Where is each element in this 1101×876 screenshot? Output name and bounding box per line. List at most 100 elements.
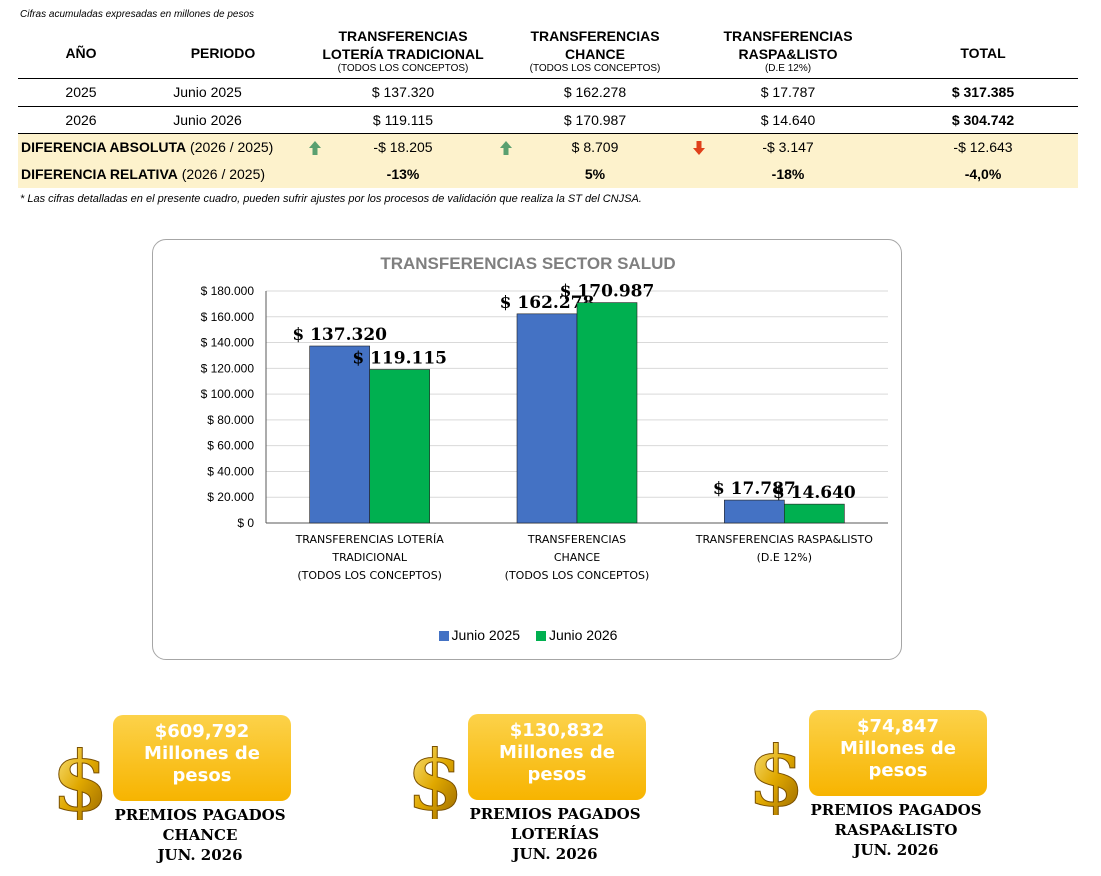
dollar-sign-icon: $ <box>747 735 805 815</box>
prize-amount: $130,832 <box>509 720 605 741</box>
header-chance-line2: CHANCE <box>565 46 625 62</box>
prize-label-line3: JUN. 2026 <box>853 841 939 859</box>
rel-diff-row: DIFERENCIA RELATIVA (2026 / 2025) -13% 5… <box>18 161 1078 188</box>
y-tick-label: $ 140.000 <box>201 336 255 350</box>
arrow-down-icon <box>693 141 705 155</box>
bar <box>784 503 845 524</box>
prize-unit-line1: Millones de <box>840 738 956 759</box>
legend-item: Junio 2025 <box>438 627 521 643</box>
rel-diff-raspa: -18% <box>771 166 805 182</box>
prize-amount-box: $74,847 Millones de pesos <box>809 710 987 796</box>
data-label: $ 14.640 <box>773 483 856 503</box>
header-raspa-line1: TRANSFERENCIAS <box>723 28 853 44</box>
bar-chart: $ 0 $ 20.000 $ 40.000 $ 60.000 $ 80.000 $ 100… <box>201 282 888 582</box>
x-tick-label: CHANCE <box>554 551 600 564</box>
abs-diff-row: DIFERENCIA ABSOLUTA (2026 / 2025) -$ 18.… <box>18 134 1078 161</box>
rel-diff-label-range: (2026 / 2025) <box>181 166 266 182</box>
x-tick-label: TRADICIONAL <box>331 551 407 564</box>
row-loteria: $ 137.320 <box>371 84 435 100</box>
prize-amount: $74,847 <box>857 716 939 737</box>
prize-amount: $609,792 <box>154 721 250 742</box>
row-total: $ 304.742 <box>951 112 1015 128</box>
table-row: 2025 Junio 2025 $ 137.320 $ 162.278 $ 17… <box>18 79 1078 106</box>
row-raspa: $ 14.640 <box>760 112 816 128</box>
header-loteria: TRANSFERENCIAS LOTERÍA TRADICIONAL (TODO… <box>303 27 503 74</box>
dollar-sign-icon: $ <box>51 740 109 820</box>
x-tick-label: (TODOS LOS CONCEPTOS) <box>505 569 650 582</box>
bar <box>309 345 370 524</box>
x-tick-label: TRANSFERENCIAS <box>527 533 626 546</box>
chart-title: TRANSFERENCIAS SECTOR SALUD <box>380 254 676 273</box>
header-total: TOTAL <box>960 45 1006 61</box>
legend-label: Junio 2025 <box>451 627 521 643</box>
prize-label-line1: PREMIOS PAGADOS <box>469 805 641 823</box>
rel-diff-loteria: -13% <box>386 166 420 182</box>
y-tick-label: $ 0 <box>237 516 254 530</box>
header-chance: TRANSFERENCIAS CHANCE (TODOS LOS CONCEPT… <box>495 27 695 74</box>
header-year: AÑO <box>65 45 97 61</box>
table-row: 2026 Junio 2026 $ 119.115 $ 170.987 $ 14… <box>18 107 1078 134</box>
prize-label-line1: PREMIOS PAGADOS <box>810 801 982 819</box>
abs-diff-loteria: -$ 18.205 <box>373 139 433 155</box>
bar <box>369 369 430 524</box>
prize-label-line3: JUN. 2026 <box>157 846 243 864</box>
header-loteria-line1: TRANSFERENCIAS <box>338 28 468 44</box>
header-chance-line1: TRANSFERENCIAS <box>530 28 660 44</box>
abs-diff-label: DIFERENCIA ABSOLUTA (2026 / 2025) <box>21 134 311 161</box>
abs-diff-raspa: -$ 3.147 <box>762 139 814 155</box>
data-label: $ 119.115 <box>352 348 447 368</box>
row-divider <box>18 133 1078 134</box>
prize-unit-line1: Millones de <box>144 743 260 764</box>
legend-swatch <box>535 631 546 641</box>
legend-swatch <box>438 631 449 641</box>
y-tick-label: $ 160.000 <box>201 310 255 324</box>
row-loteria: $ 119.115 <box>372 112 434 128</box>
header-raspa-sub: (D.E 12%) <box>764 63 812 74</box>
legend-item: Junio 2026 <box>535 627 617 643</box>
svg-text:$: $ <box>406 739 463 819</box>
arrow-up-icon <box>309 141 321 155</box>
y-tick-label: $ 40.000 <box>207 464 254 478</box>
prize-unit-line2: pesos <box>868 760 928 781</box>
abs-diff-label-range: (2026 / 2025) <box>190 139 274 155</box>
abs-diff-chance: $ 8.709 <box>571 139 619 155</box>
row-chance: $ 162.278 <box>563 84 627 100</box>
x-tick-label: TRANSFERENCIAS LOTERÍA <box>295 533 445 546</box>
prize-unit-line2: pesos <box>172 765 232 786</box>
bar <box>516 313 578 524</box>
rel-diff-total: -4,0% <box>964 166 1002 182</box>
data-label: $ 170.987 <box>560 282 655 302</box>
y-tick-label: $ 80.000 <box>207 413 254 427</box>
x-tick-label: TRANSFERENCIAS RASPA&LISTO <box>695 533 873 546</box>
bar <box>576 302 638 524</box>
prize-amount-box: $609,792 Millones de pesos <box>113 715 291 801</box>
data-label: $ 17.787 <box>713 479 796 499</box>
rel-diff-chance: 5% <box>584 166 606 182</box>
y-tick-label: $ 20.000 <box>207 490 254 504</box>
prize-card-chance: $ $609,792 Millones de pesos PREMIOS PAG… <box>50 715 310 875</box>
header-raspa: TRANSFERENCIAS RASPA&LISTO (D.E 12%) <box>688 27 888 74</box>
prize-label-line2: RASPA&LISTO <box>834 821 958 839</box>
header-chance-sub: (TODOS LOS CONCEPTOS) <box>529 63 661 74</box>
prize-label-line3: JUN. 2026 <box>512 845 598 863</box>
header-loteria-sub: (TODOS LOS CONCEPTOS) <box>337 63 469 74</box>
row-divider <box>18 106 1078 107</box>
y-tick-label: $ 60.000 <box>207 439 254 453</box>
header-divider <box>18 78 1078 79</box>
x-tick-label: (D.E 12%) <box>757 551 812 564</box>
row-total: $ 317.385 <box>951 84 1015 100</box>
chart-legend: Junio 2025 Junio 2026 <box>153 627 903 643</box>
y-tick-label: $ 120.000 <box>201 361 255 375</box>
row-raspa: $ 17.787 <box>760 84 816 100</box>
table-note-top: Cifras acumuladas expresadas en millones… <box>20 9 255 20</box>
abs-diff-total: -$ 12.643 <box>953 139 1013 155</box>
row-year: 2026 <box>65 112 97 128</box>
prize-label-line2: CHANCE <box>162 826 238 844</box>
data-label: $ 137.320 <box>292 325 387 345</box>
prize-unit-line1: Millones de <box>499 742 615 763</box>
prize-label: PREMIOS PAGADOS LOTERÍAS JUN. 2026 <box>445 804 665 864</box>
rel-diff-label: DIFERENCIA RELATIVA (2026 / 2025) <box>21 161 311 188</box>
y-tick-label: $ 180.000 <box>201 284 255 298</box>
prize-card-loterias: $ $130,832 Millones de pesos PREMIOS PAG… <box>405 714 665 874</box>
row-chance: $ 170.987 <box>563 112 627 128</box>
